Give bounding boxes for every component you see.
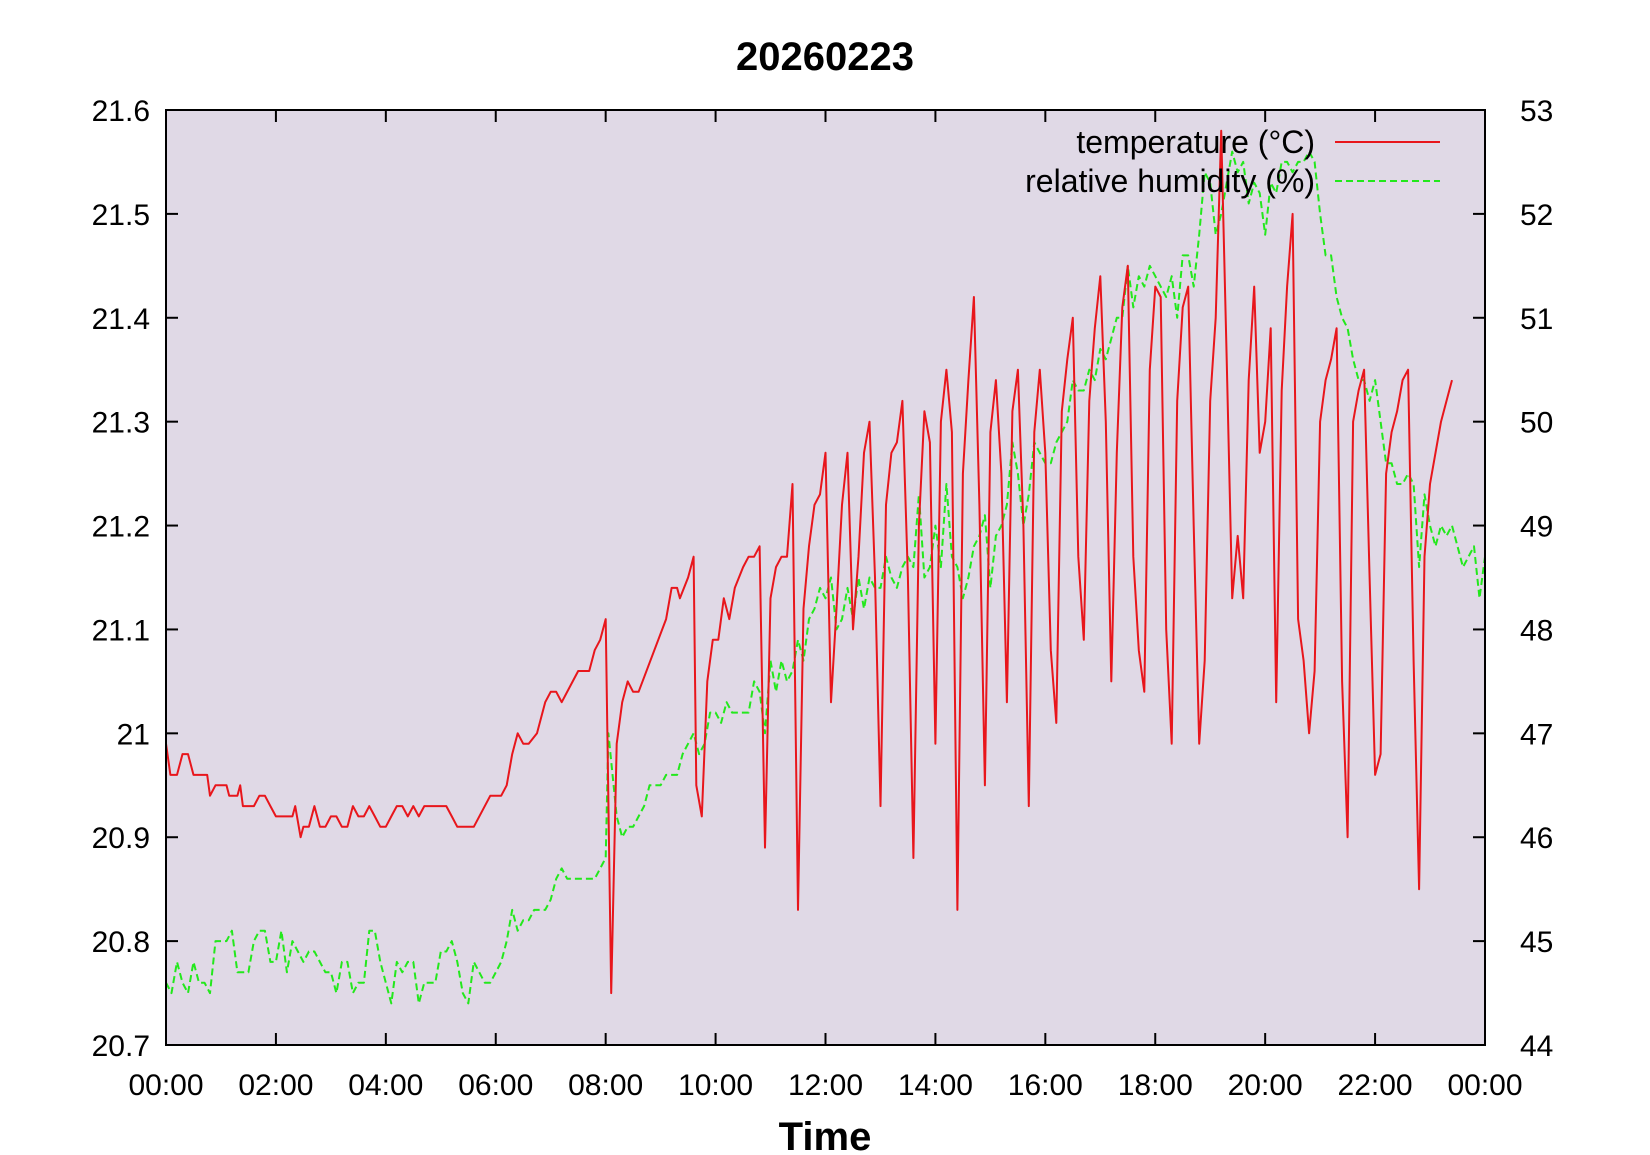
x-tick-label: 04:00 [348, 1069, 423, 1102]
series-layer [166, 129, 1485, 1005]
y-left-tick-label: 21.3 [92, 407, 150, 440]
x-tick-label: 02:00 [238, 1069, 313, 1102]
y-left-tick-label: 21.5 [92, 199, 150, 232]
y-left-tick-label: 20.8 [92, 926, 150, 959]
y-right-tick-label: 49 [1520, 511, 1553, 544]
y-left-tick-label: 21.4 [92, 303, 150, 336]
x-tick-label: 22:00 [1338, 1069, 1413, 1102]
x-tick-label: 16:00 [1008, 1069, 1083, 1102]
plot-area [166, 110, 1485, 1045]
series-line-humidity [166, 150, 1485, 1005]
series-line-temperature [166, 129, 1453, 995]
x-axis-title: Time [779, 1115, 872, 1155]
y-left-tick-label: 21.2 [92, 511, 150, 544]
y-right-tick-label: 45 [1520, 926, 1553, 959]
chart-title: 20260223 [736, 35, 914, 79]
y-right-tick-label: 51 [1520, 303, 1553, 336]
x-tick-label: 18:00 [1118, 1069, 1193, 1102]
y-right-tick-label: 46 [1520, 822, 1553, 855]
x-tick-label: 06:00 [458, 1069, 533, 1102]
y-left-tick-label: 21.1 [92, 614, 150, 647]
y-right-tick-label: 52 [1520, 199, 1553, 232]
ticks-layer: 20.7 20.8 20.9 21 21.1 21.2 21.3 21.4 21.5 21.6 44… [92, 95, 1554, 1102]
x-tick-label: 00:00 [1447, 1069, 1522, 1102]
y-left-tick-label: 20.7 [92, 1030, 150, 1063]
y-left-tick-label: 21 [117, 718, 150, 751]
legend: temperature (°C) relative humidity (%) [1025, 124, 1440, 199]
x-tick-label: 12:00 [788, 1069, 863, 1102]
y-right-tick-label: 50 [1520, 407, 1553, 440]
y-right-tick-label: 48 [1520, 614, 1553, 647]
y-right-tick-label: 44 [1520, 1030, 1553, 1063]
x-tick-label: 14:00 [898, 1069, 973, 1102]
y-left-tick-label: 21.6 [92, 95, 150, 128]
x-tick-label: 10:00 [678, 1069, 753, 1102]
y-left-tick-label: 20.9 [92, 822, 150, 855]
y-right-tick-label: 47 [1520, 718, 1553, 751]
x-tick-label: 08:00 [568, 1069, 643, 1102]
x-tick-label: 20:00 [1228, 1069, 1303, 1102]
x-tick-label: 00:00 [128, 1069, 203, 1102]
y-right-tick-label: 53 [1520, 95, 1553, 128]
legend-label-humidity: relative humidity (%) [1025, 163, 1315, 199]
legend-label-temperature: temperature (°C) [1076, 124, 1315, 160]
